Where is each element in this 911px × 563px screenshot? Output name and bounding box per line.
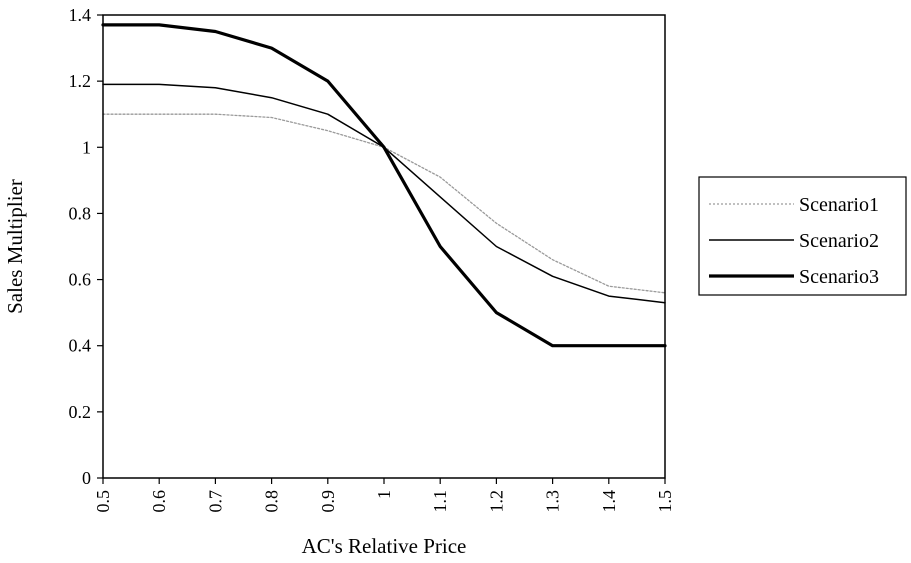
y-tick-label: 0.8 [69,203,92,223]
y-axis-title: Sales Multiplier [3,179,27,314]
x-tick-label: 1.5 [655,490,675,513]
x-axis-title: AC's Relative Price [302,534,467,558]
x-tick-label: 0.6 [149,490,169,513]
legend-label-scenario3: Scenario3 [799,266,879,288]
x-tick-label: 1.4 [599,490,619,513]
y-tick-label: 0 [82,468,91,488]
legend-label-scenario2: Scenario2 [799,230,879,252]
y-tick-label: 1 [82,137,91,157]
series-line-scenario1 [102,113,666,294]
y-tick-label: 0.4 [69,336,92,356]
x-tick-label: 1.3 [543,490,563,513]
y-tick-label: 1.4 [69,5,92,25]
series-line-scenario2 [102,83,666,304]
x-tick-label: 1.2 [486,490,506,512]
x-axis-ticks: 0.5 0.6 0.7 0.8 0.9 1 1.1 1.2 1.3 1.4 1.5 [93,478,675,513]
series-layer [101,23,667,348]
legend-label-scenario1: Scenario1 [799,194,879,216]
x-tick-label: 0.5 [93,490,113,513]
plot-area-frame [102,14,666,479]
legend: Scenario1 Scenario2 Scenario3 [698,176,907,296]
series-line-scenario3 [101,23,667,348]
x-tick-label: 1 [374,490,394,499]
y-axis-ticks: 0 0.2 0.4 0.6 0.8 1 1.2 1.4 [69,5,103,488]
x-tick-label: 0.8 [262,490,282,513]
x-tick-label: 1.1 [430,490,450,513]
x-tick-label: 0.7 [205,490,225,513]
x-tick-label: 0.9 [318,490,338,513]
y-tick-label: 1.2 [69,71,92,91]
y-tick-label: 0.2 [69,402,92,422]
y-tick-label: 0.6 [69,270,92,290]
